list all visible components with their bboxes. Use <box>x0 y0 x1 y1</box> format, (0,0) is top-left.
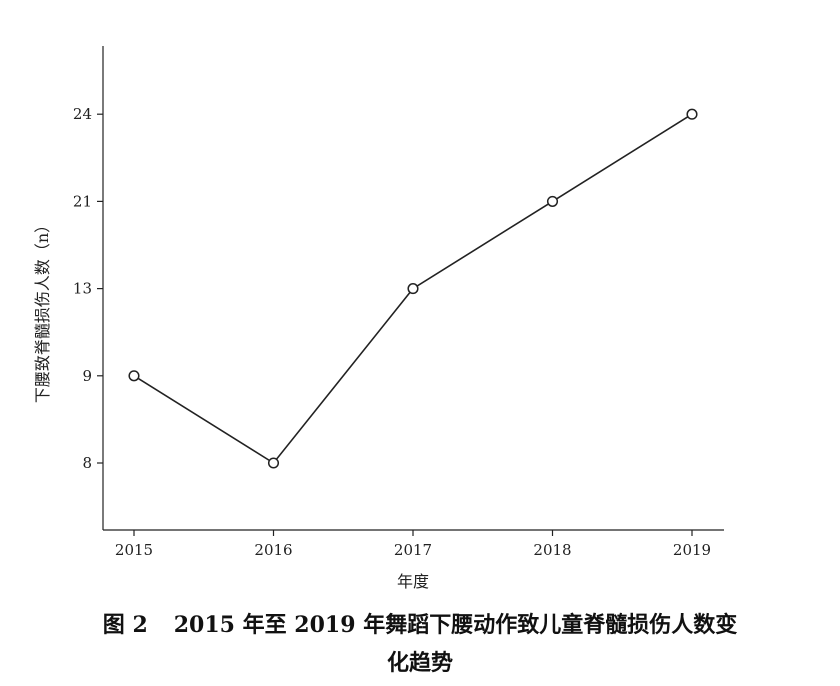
data-point <box>407 283 419 295</box>
x-ticks: 2015 2016 2017 2018 2019 <box>115 530 711 559</box>
y-tick-label: 21 <box>73 192 92 210</box>
data-point <box>546 195 559 207</box>
series-markers <box>128 108 698 469</box>
figure-number: 图 2 <box>102 612 148 638</box>
x-tick-label: 2018 <box>533 541 571 559</box>
y-tick-label: 24 <box>73 105 92 123</box>
y-tick-label: 8 <box>82 454 92 472</box>
data-point <box>686 108 698 120</box>
y-axis-title: 下腰致脊髓损伤人数（n） <box>33 217 52 403</box>
caption-text-line2: 化趋势 <box>386 650 453 676</box>
caption-text-line1: 2015 年至 2019 年舞蹈下腰动作致儿童脊髓损伤人数变 <box>173 612 738 638</box>
figure-caption: 图 2 2015 年至 2019 年舞蹈下腰动作致儿童脊髓损伤人数变 化趋势 <box>0 606 840 682</box>
x-tick-label: 2015 <box>115 541 153 559</box>
data-point <box>267 457 280 469</box>
x-axis-title: 年度 <box>397 572 429 591</box>
y-ticks: 8 9 13 21 24 <box>73 105 103 472</box>
y-tick-label: 13 <box>73 280 92 298</box>
data-point <box>128 370 140 382</box>
x-tick-label: 2016 <box>254 541 292 559</box>
x-tick-label: 2019 <box>673 541 711 559</box>
y-tick-label: 9 <box>82 367 92 385</box>
x-tick-label: 2017 <box>394 541 432 559</box>
line-chart: 8 9 13 21 24 2015 2016 2017 2018 2019 年度 下腰致脊髓损伤… <box>33 46 724 591</box>
